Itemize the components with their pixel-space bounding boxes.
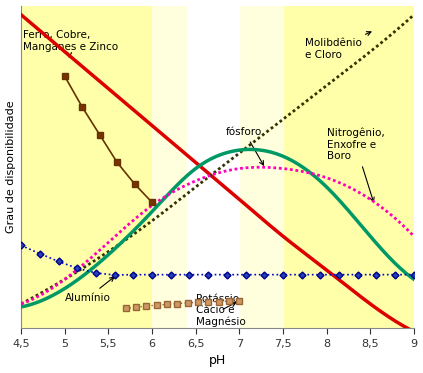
Text: Alumínio: Alumínio [65, 277, 114, 303]
Text: Nitrogênio,
Enxofre e
Boro: Nitrogênio, Enxofre e Boro [327, 128, 385, 202]
Bar [152, 6, 283, 329]
Y-axis label: Grau de disponibilidade: Grau de disponibilidade [5, 101, 16, 233]
Text: Molibdênio
e Cloro: Molibdênio e Cloro [305, 32, 371, 60]
Bar [187, 6, 239, 329]
Text: Ferro, Cobre,
Manganes e Zinco: Ferro, Cobre, Manganes e Zinco [23, 30, 118, 57]
X-axis label: pH: pH [209, 354, 226, 367]
Text: fósforo: fósforo [226, 127, 264, 165]
Text: Potássio,
Cácio e
Magnésio: Potássio, Cácio e Magnésio [196, 294, 245, 327]
